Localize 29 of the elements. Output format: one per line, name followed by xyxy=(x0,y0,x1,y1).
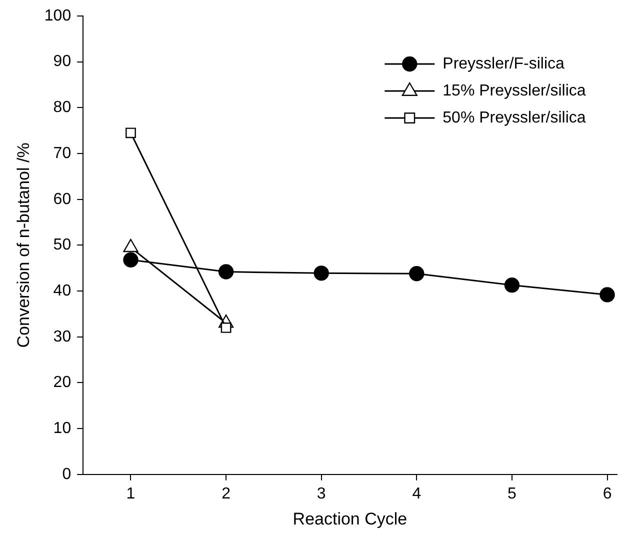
y-tick-label: 0 xyxy=(62,466,72,483)
x-tick-label: 3 xyxy=(316,485,326,502)
x-tick-label: 5 xyxy=(508,485,517,502)
y-tick-label: 10 xyxy=(53,420,72,437)
y-tick-label: 30 xyxy=(53,328,72,346)
x-tick-label: 2 xyxy=(222,485,231,502)
y-axis-title: Conversion of n-butanol /% xyxy=(14,142,33,348)
point xyxy=(600,287,615,302)
y-tick-label: 60 xyxy=(53,190,72,208)
point xyxy=(504,277,520,293)
legend-label: 50% Preyssler/silica xyxy=(442,109,586,126)
y-tick-label: 40 xyxy=(53,282,72,300)
point xyxy=(123,252,138,268)
legend-label: 15% Preyssler/silica xyxy=(442,82,586,100)
y-tick-label: 80 xyxy=(53,99,72,116)
y-tick-label: 50 xyxy=(53,236,72,254)
legend-label: Preyssler/F-silica xyxy=(442,55,565,72)
point xyxy=(218,264,234,280)
point xyxy=(409,266,424,282)
x-tick-label: 1 xyxy=(126,485,136,502)
point xyxy=(126,128,136,138)
point xyxy=(314,266,329,281)
x-tick-label: 4 xyxy=(412,485,422,502)
y-tick-label: 90 xyxy=(53,53,72,70)
x-tick-label: 6 xyxy=(602,485,612,502)
y-tick-label: 70 xyxy=(53,144,72,162)
y-tick-label: 100 xyxy=(44,7,72,24)
x-axis-title: Reaction Cycle xyxy=(292,509,408,528)
y-tick-label: 20 xyxy=(53,374,72,392)
